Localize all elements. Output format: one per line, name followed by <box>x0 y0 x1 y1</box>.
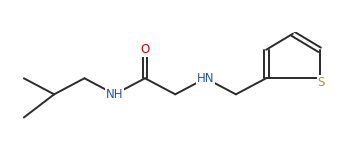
Text: HN: HN <box>197 72 214 85</box>
Text: S: S <box>318 76 325 89</box>
Text: NH: NH <box>106 88 124 101</box>
Text: O: O <box>141 43 150 56</box>
